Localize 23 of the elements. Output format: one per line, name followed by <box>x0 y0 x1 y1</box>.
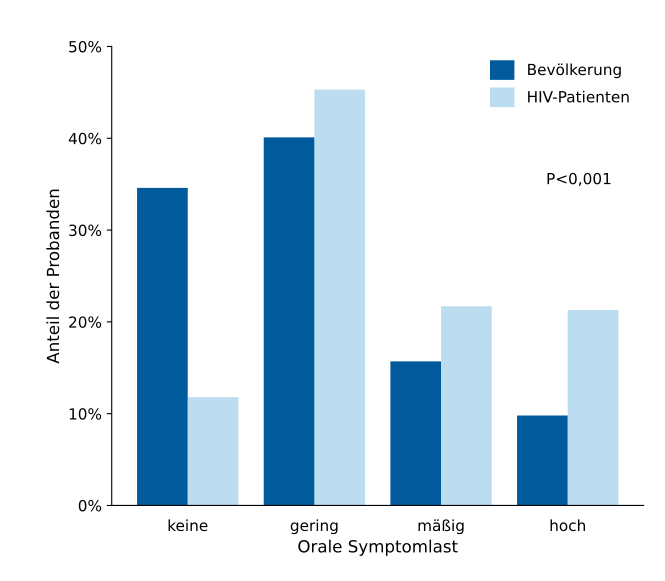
y-axis-title: Anteil der Probanden <box>46 190 60 364</box>
x-tick-label: gering <box>290 519 338 534</box>
bar <box>441 306 492 506</box>
bar <box>517 416 568 506</box>
y-tick-label: 10% <box>70 408 102 420</box>
y-tick-label: 20% <box>69 316 102 328</box>
y-tick-label: 0% <box>78 500 102 512</box>
y-tick-label: 30% <box>69 224 102 236</box>
x-tick-label: keine <box>168 519 208 532</box>
bar <box>568 310 618 506</box>
bar <box>137 188 188 506</box>
annotation: P<0,001 <box>548 172 610 186</box>
bar <box>314 90 366 506</box>
bar <box>264 137 314 506</box>
x-tick-label: mäßig <box>418 519 464 534</box>
bar <box>188 397 238 506</box>
x-axis-title: Orale Symptomlast <box>298 540 458 556</box>
bar <box>390 361 442 506</box>
legend-label: Bevölkerung <box>528 63 621 78</box>
x-tick-label: hoch <box>550 519 585 532</box>
y-tick-label: 40% <box>68 132 102 144</box>
y-tick-label: 50% <box>69 40 102 52</box>
legend-label: HIV-Patienten <box>528 90 629 103</box>
